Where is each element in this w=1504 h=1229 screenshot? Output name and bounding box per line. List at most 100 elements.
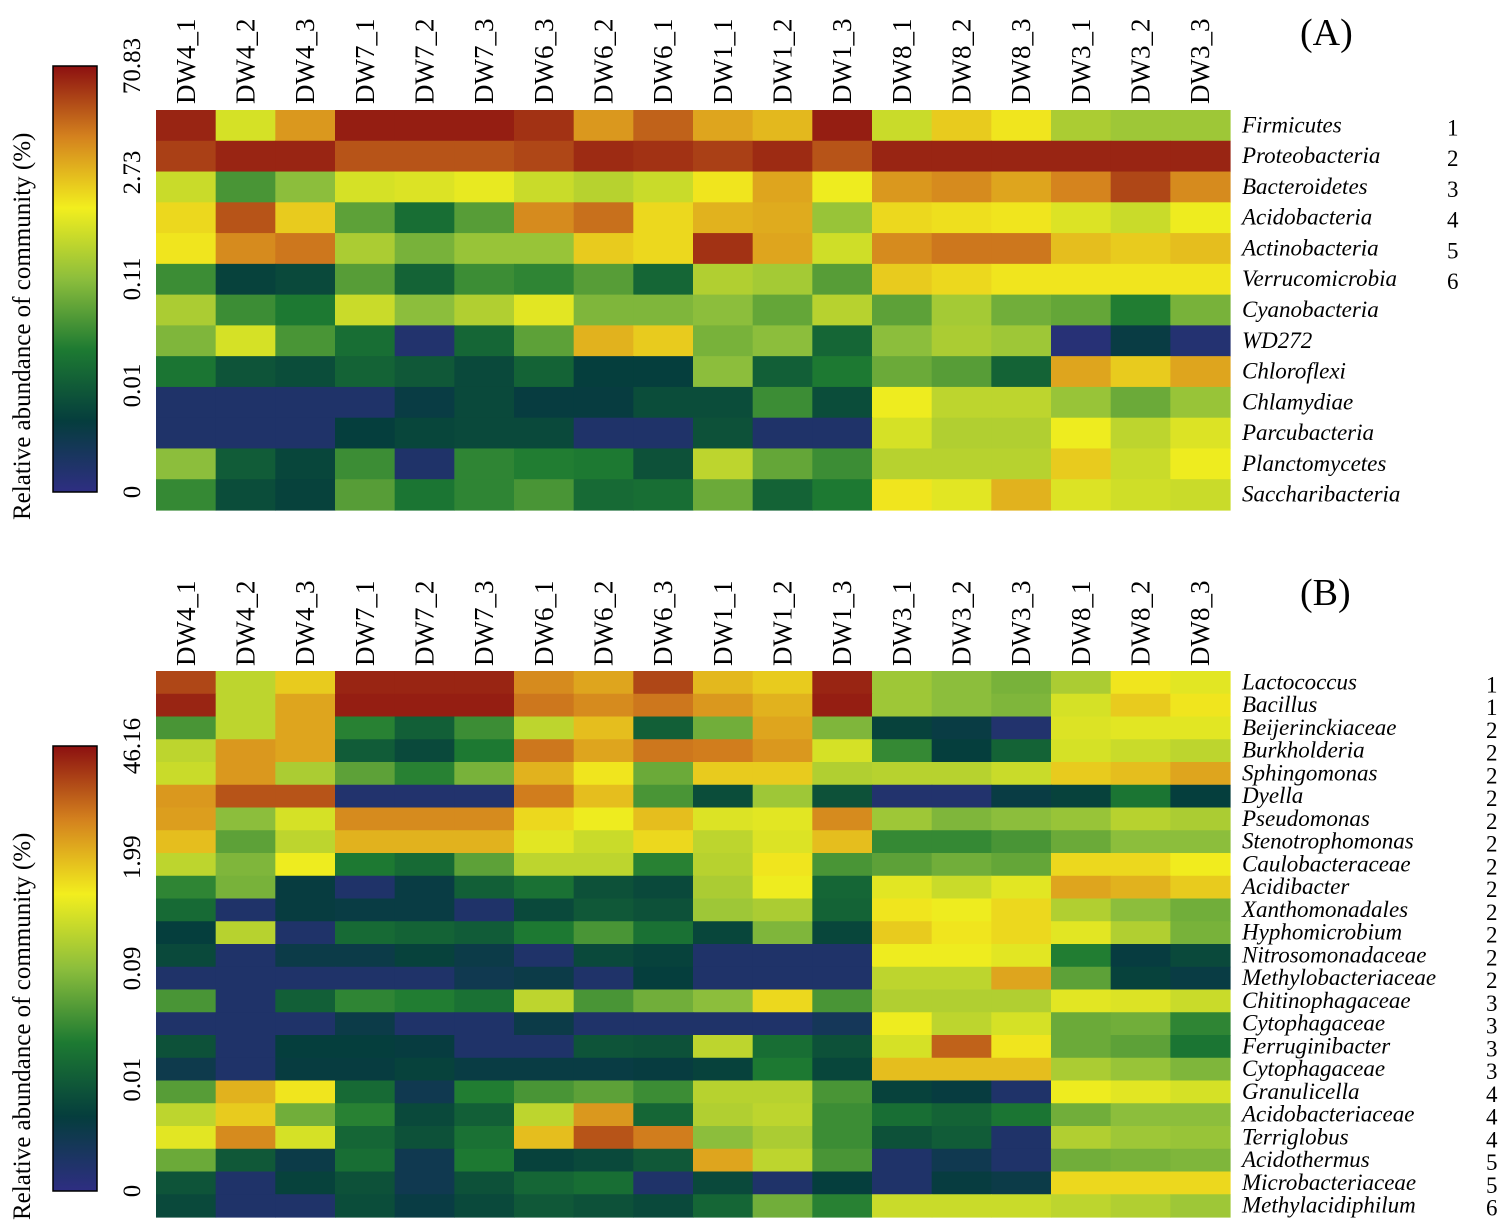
row-label: Bacillus — [1242, 692, 1317, 717]
heatmap-b-cell — [991, 989, 1052, 1013]
heatmap-b-cell — [275, 875, 336, 900]
heatmap-a-cell — [1051, 110, 1112, 142]
heatmap-a-cell — [514, 233, 575, 265]
heatmap-b-cell — [514, 1148, 575, 1173]
column-label: DW1_2 — [768, 19, 798, 104]
heatmap-a-cell — [633, 140, 694, 173]
legend-tick-label: 70.83 — [119, 38, 146, 94]
heatmap-a-cell — [514, 263, 575, 296]
row-label: Granulicella — [1242, 1079, 1360, 1104]
heatmap-b-cell — [1110, 807, 1171, 831]
heatmap-a-cell — [812, 110, 873, 142]
column-label: DW7_2 — [410, 581, 440, 666]
heatmap-b-cell — [335, 807, 396, 831]
heatmap-b-cell — [752, 1080, 813, 1104]
heatmap-a-cell — [514, 417, 575, 450]
column-label: DW3_1 — [1066, 19, 1096, 104]
heatmap-b-cell — [991, 898, 1052, 922]
heatmap-b-cell — [1110, 966, 1171, 991]
row-group-number: 1 — [1486, 695, 1498, 720]
heatmap-b-cell — [991, 1148, 1052, 1173]
heatmap-b-cell — [454, 1126, 515, 1150]
heatmap-b-cell — [215, 1035, 276, 1059]
heatmap-b-cell — [1110, 921, 1171, 945]
heatmap-b-cell — [633, 762, 694, 786]
heatmap-b-cell — [156, 716, 217, 740]
heatmap-a-cell — [394, 386, 455, 419]
heatmap-b-cell — [872, 693, 933, 718]
heatmap-b-cell — [1170, 762, 1231, 786]
column-label: DW1_3 — [827, 581, 857, 666]
heatmap-b-cell — [1110, 1035, 1171, 1059]
heatmap-b-cell — [693, 1035, 754, 1059]
heatmap-b-cell — [872, 1171, 933, 1195]
heatmap-a-cell — [514, 171, 575, 203]
heatmap-b-cell — [275, 716, 336, 740]
heatmap-b-cell — [812, 944, 873, 968]
legend-a-title: Relative abundance of community (%) — [9, 133, 36, 520]
heatmap-b-cell — [514, 762, 575, 786]
heatmap-a-cell — [514, 448, 575, 480]
row-label: Parcubacteria — [1241, 420, 1374, 445]
heatmap-b-cell — [215, 1126, 276, 1150]
heatmap-a-cell — [1110, 325, 1171, 357]
row-label: Bacteroidetes — [1242, 174, 1368, 199]
heatmap-a-cell — [573, 479, 634, 511]
heatmap-b-cell — [1110, 944, 1171, 968]
row-label: Acidothermus — [1240, 1147, 1370, 1172]
heatmap-b-cell — [275, 1171, 336, 1195]
heatmap-b-cell — [1051, 1057, 1112, 1082]
heatmap-a-cell — [514, 356, 575, 388]
heatmap-a-cell — [1170, 140, 1231, 173]
heatmap-b-cell — [335, 966, 396, 991]
heatmap-a-cell — [573, 448, 634, 480]
row-label: Cytophagaceae — [1242, 1056, 1385, 1081]
heatmap-a-cell — [633, 263, 694, 296]
heatmap-b-cell — [752, 671, 813, 695]
heatmap-a-cell — [693, 171, 754, 203]
heatmap-b-cell — [931, 1035, 992, 1059]
heatmap-a-cell — [215, 110, 276, 142]
heatmap-a-cell — [991, 386, 1052, 419]
row-label: Cyanobacteria — [1242, 297, 1379, 322]
heatmap-a-cell — [275, 140, 336, 173]
heatmap-a-cell — [693, 202, 754, 234]
row-group-number: 2 — [1486, 741, 1498, 766]
row-group-number: 5 — [1447, 239, 1459, 264]
heatmap-a-cell — [156, 233, 217, 265]
heatmap-a-cell — [335, 171, 396, 203]
heatmap-b-cell — [1170, 784, 1231, 809]
heatmap-b-cell — [1051, 944, 1112, 968]
heatmap-b-cell — [693, 762, 754, 786]
heatmap-b-cell — [812, 1057, 873, 1082]
row-label: Planctomycetes — [1241, 451, 1386, 476]
heatmap-a-cell — [752, 325, 813, 357]
heatmap-a-cell — [931, 417, 992, 450]
heatmap-b-cell — [335, 1194, 396, 1218]
heatmap-b-cell — [1170, 671, 1231, 695]
heatmap-b-cell — [991, 784, 1052, 809]
heatmap-b-cell — [275, 693, 336, 718]
row-group-number: 2 — [1486, 832, 1498, 857]
heatmap-b-cell — [275, 989, 336, 1013]
heatmap-b-cell — [812, 921, 873, 945]
heatmap-a-cell — [215, 294, 276, 326]
heatmap-b-cell — [812, 1080, 873, 1104]
heatmap-b-cell — [752, 1171, 813, 1195]
row-group-number: 3 — [1486, 1036, 1498, 1061]
heatmap-a-cell — [1170, 171, 1231, 203]
row-label: Terriglobus — [1242, 1124, 1349, 1149]
heatmap-a-cell — [335, 479, 396, 511]
column-label: DW1_1 — [708, 581, 738, 666]
heatmap-a-cell — [335, 233, 396, 265]
heatmap-b-cell — [1170, 1012, 1231, 1036]
heatmap-a-cell — [812, 140, 873, 173]
heatmap-b-cell — [812, 1171, 873, 1195]
heatmap-b-cell — [573, 966, 634, 991]
heatmap-b-cell — [275, 1012, 336, 1036]
row-group-number: 2 — [1486, 718, 1498, 743]
heatmap-a-cell — [1051, 294, 1112, 326]
column-label: DW1_2 — [768, 581, 798, 666]
heatmap-a-cell — [215, 325, 276, 357]
